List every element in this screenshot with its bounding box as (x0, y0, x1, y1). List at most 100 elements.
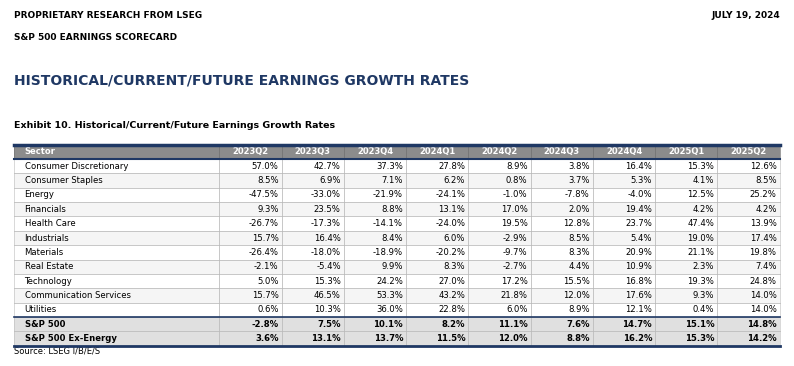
Text: -2.7%: -2.7% (503, 262, 527, 271)
Text: 4.2%: 4.2% (755, 205, 777, 214)
Text: Health Care: Health Care (25, 219, 75, 228)
Text: 17.4%: 17.4% (750, 234, 777, 243)
Text: -5.4%: -5.4% (316, 262, 341, 271)
Text: 9.3%: 9.3% (257, 205, 279, 214)
Text: -2.9%: -2.9% (503, 234, 527, 243)
Text: 19.8%: 19.8% (750, 248, 777, 257)
Text: 9.9%: 9.9% (382, 262, 403, 271)
Text: Communication Services: Communication Services (25, 291, 130, 300)
Text: PROPRIETARY RESEARCH FROM LSEG: PROPRIETARY RESEARCH FROM LSEG (14, 11, 202, 20)
Text: 17.6%: 17.6% (625, 291, 652, 300)
Text: 8.9%: 8.9% (569, 305, 590, 314)
Text: 6.0%: 6.0% (444, 234, 465, 243)
Text: 13.1%: 13.1% (311, 334, 341, 343)
Text: 12.5%: 12.5% (688, 190, 715, 199)
Text: 24.8%: 24.8% (750, 277, 777, 286)
Text: 37.3%: 37.3% (376, 162, 403, 171)
Text: 13.1%: 13.1% (438, 205, 465, 214)
Text: 12.1%: 12.1% (625, 305, 652, 314)
Text: Energy: Energy (25, 190, 55, 199)
Text: -33.0%: -33.0% (310, 190, 341, 199)
Text: 21.8%: 21.8% (500, 291, 527, 300)
Text: 2.3%: 2.3% (693, 262, 715, 271)
Text: 6.9%: 6.9% (319, 176, 341, 185)
Text: 3.8%: 3.8% (569, 162, 590, 171)
Text: 23.5%: 23.5% (314, 205, 341, 214)
Text: 10.1%: 10.1% (373, 320, 403, 329)
Text: 8.3%: 8.3% (569, 248, 590, 257)
Text: 2025Q2: 2025Q2 (730, 147, 767, 156)
Text: 9.3%: 9.3% (693, 291, 715, 300)
Text: Sector: Sector (25, 147, 56, 156)
Text: Source: LSEG I/B/E/S: Source: LSEG I/B/E/S (14, 346, 100, 355)
Text: 10.9%: 10.9% (625, 262, 652, 271)
Text: -21.9%: -21.9% (373, 190, 403, 199)
Text: 12.0%: 12.0% (498, 334, 527, 343)
Text: 0.6%: 0.6% (257, 305, 279, 314)
Text: Utilities: Utilities (25, 305, 57, 314)
Text: 8.2%: 8.2% (441, 320, 465, 329)
Text: 2023Q4: 2023Q4 (357, 147, 393, 156)
Text: 11.1%: 11.1% (498, 320, 527, 329)
Text: 21.1%: 21.1% (688, 248, 715, 257)
Text: 8.5%: 8.5% (257, 176, 279, 185)
Text: -47.5%: -47.5% (249, 190, 279, 199)
Text: S&P 500: S&P 500 (25, 320, 65, 329)
Text: 8.3%: 8.3% (444, 262, 465, 271)
Text: 57.0%: 57.0% (252, 162, 279, 171)
Text: 27.0%: 27.0% (438, 277, 465, 286)
Text: Consumer Discretionary: Consumer Discretionary (25, 162, 128, 171)
Text: 0.4%: 0.4% (693, 305, 715, 314)
Text: 17.0%: 17.0% (501, 205, 527, 214)
Text: 2024Q1: 2024Q1 (419, 147, 456, 156)
Text: 42.7%: 42.7% (314, 162, 341, 171)
Text: S&P 500 Ex-Energy: S&P 500 Ex-Energy (25, 334, 117, 343)
Text: 22.8%: 22.8% (438, 305, 465, 314)
Text: 13.9%: 13.9% (750, 219, 777, 228)
Text: 4.4%: 4.4% (569, 262, 590, 271)
Text: 19.4%: 19.4% (625, 205, 652, 214)
Text: -24.0%: -24.0% (435, 219, 465, 228)
Text: 6.2%: 6.2% (444, 176, 465, 185)
Text: Consumer Staples: Consumer Staples (25, 176, 102, 185)
Text: 4.2%: 4.2% (693, 205, 715, 214)
Text: 5.3%: 5.3% (630, 176, 652, 185)
Text: 36.0%: 36.0% (376, 305, 403, 314)
Text: 19.0%: 19.0% (688, 234, 715, 243)
Text: -20.2%: -20.2% (435, 248, 465, 257)
Text: 14.8%: 14.8% (747, 320, 777, 329)
Text: 16.8%: 16.8% (625, 277, 652, 286)
Text: -26.7%: -26.7% (249, 219, 279, 228)
Text: 2024Q2: 2024Q2 (481, 147, 518, 156)
Text: 2024Q3: 2024Q3 (544, 147, 580, 156)
Text: 8.4%: 8.4% (381, 234, 403, 243)
Text: 25.2%: 25.2% (750, 190, 777, 199)
Text: 3.7%: 3.7% (569, 176, 590, 185)
Text: 5.4%: 5.4% (630, 234, 652, 243)
Text: 14.0%: 14.0% (750, 291, 777, 300)
Text: Materials: Materials (25, 248, 64, 257)
Text: 17.2%: 17.2% (501, 277, 527, 286)
Text: 14.7%: 14.7% (622, 320, 652, 329)
Text: 2023Q3: 2023Q3 (295, 147, 331, 156)
Text: 8.5%: 8.5% (755, 176, 777, 185)
Text: -26.4%: -26.4% (249, 248, 279, 257)
Text: -9.7%: -9.7% (503, 248, 527, 257)
Text: 53.3%: 53.3% (376, 291, 403, 300)
Text: Technology: Technology (25, 277, 72, 286)
Text: -24.1%: -24.1% (435, 190, 465, 199)
Text: 19.3%: 19.3% (688, 277, 715, 286)
Text: 12.6%: 12.6% (750, 162, 777, 171)
Text: 43.2%: 43.2% (438, 291, 465, 300)
Text: 14.2%: 14.2% (747, 334, 777, 343)
Text: -17.3%: -17.3% (310, 219, 341, 228)
Text: 46.5%: 46.5% (314, 291, 341, 300)
Text: 2024Q4: 2024Q4 (606, 147, 642, 156)
Text: 2.0%: 2.0% (569, 205, 590, 214)
Text: 15.5%: 15.5% (563, 277, 590, 286)
Text: 7.6%: 7.6% (566, 320, 590, 329)
Text: -14.1%: -14.1% (373, 219, 403, 228)
Text: -7.8%: -7.8% (565, 190, 590, 199)
Text: 8.8%: 8.8% (566, 334, 590, 343)
Text: 3.6%: 3.6% (255, 334, 279, 343)
